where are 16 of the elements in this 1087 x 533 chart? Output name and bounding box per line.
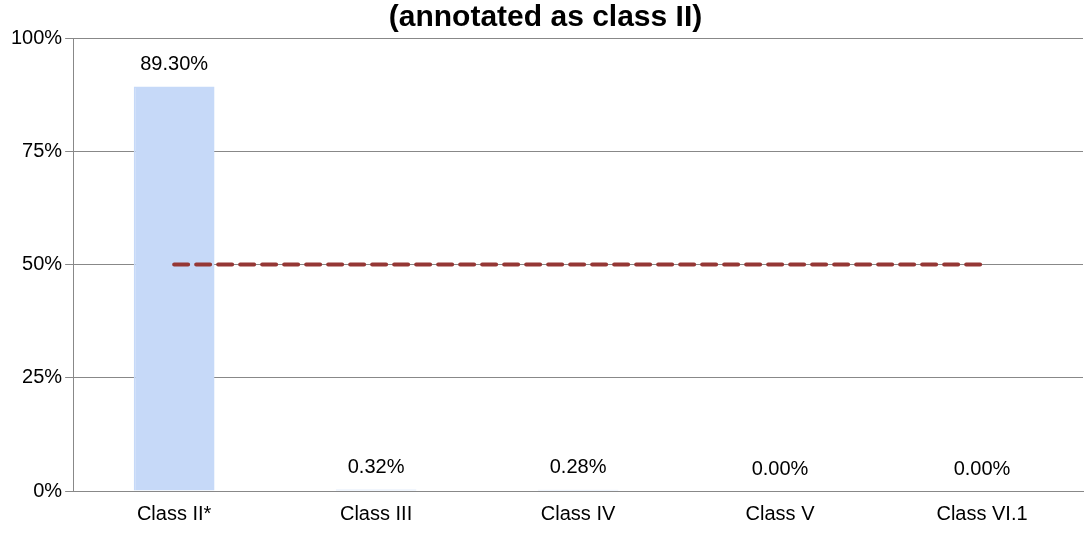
data-label: 0.32%	[347, 455, 405, 478]
y-tick-label: 75%	[22, 138, 63, 161]
chart-title: (annotated as class II)	[388, 0, 703, 33]
data-label: 0.00%	[751, 456, 809, 479]
y-tick-label: 100%	[11, 25, 63, 48]
data-label: 0.00%	[953, 456, 1011, 479]
x-tick-label: Class IV	[540, 501, 616, 524]
y-tick-label: 25%	[22, 365, 63, 388]
data-label: 0.28%	[549, 455, 607, 478]
y-tick-label: 0%	[33, 478, 63, 501]
data-label: 89.30%	[140, 51, 209, 74]
y-tick-label: 50%	[22, 252, 63, 275]
x-tick-label: Class II*	[136, 501, 212, 524]
x-tick-label: Class VI.1	[936, 501, 1028, 524]
x-tick-label: Class V	[745, 501, 816, 524]
x-tick-label: Class III	[339, 501, 413, 524]
